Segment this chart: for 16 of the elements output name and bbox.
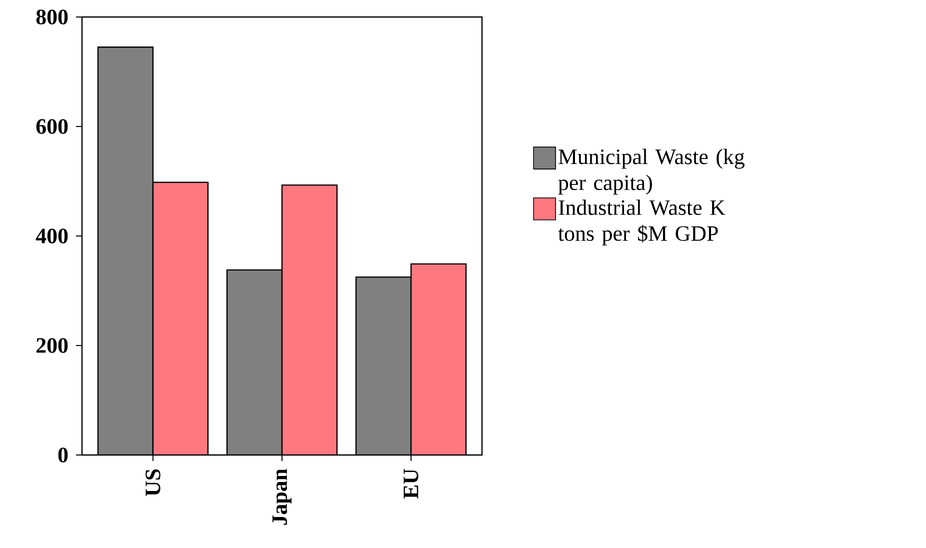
y-tick-label: 600 [36,119,68,134]
bar [227,270,282,455]
x-tick-label: Japan [272,468,292,525]
bar [152,182,208,455]
x-tick-label: US [146,469,160,496]
y-tick-label: 400 [36,228,68,244]
y-tick-label: 200 [36,338,68,353]
bar [98,47,153,455]
legend-label: Municipal Waste (kg per capita) [558,148,744,195]
y-tick-label: 0 [58,448,68,462]
y-tick-label: 800 [36,10,68,24]
x-tick-label: EU [404,469,418,499]
bar [282,185,338,455]
bar [355,276,412,455]
legend-label: Industrial Waste K tons per $M GDP [558,200,726,246]
bar [410,263,467,455]
